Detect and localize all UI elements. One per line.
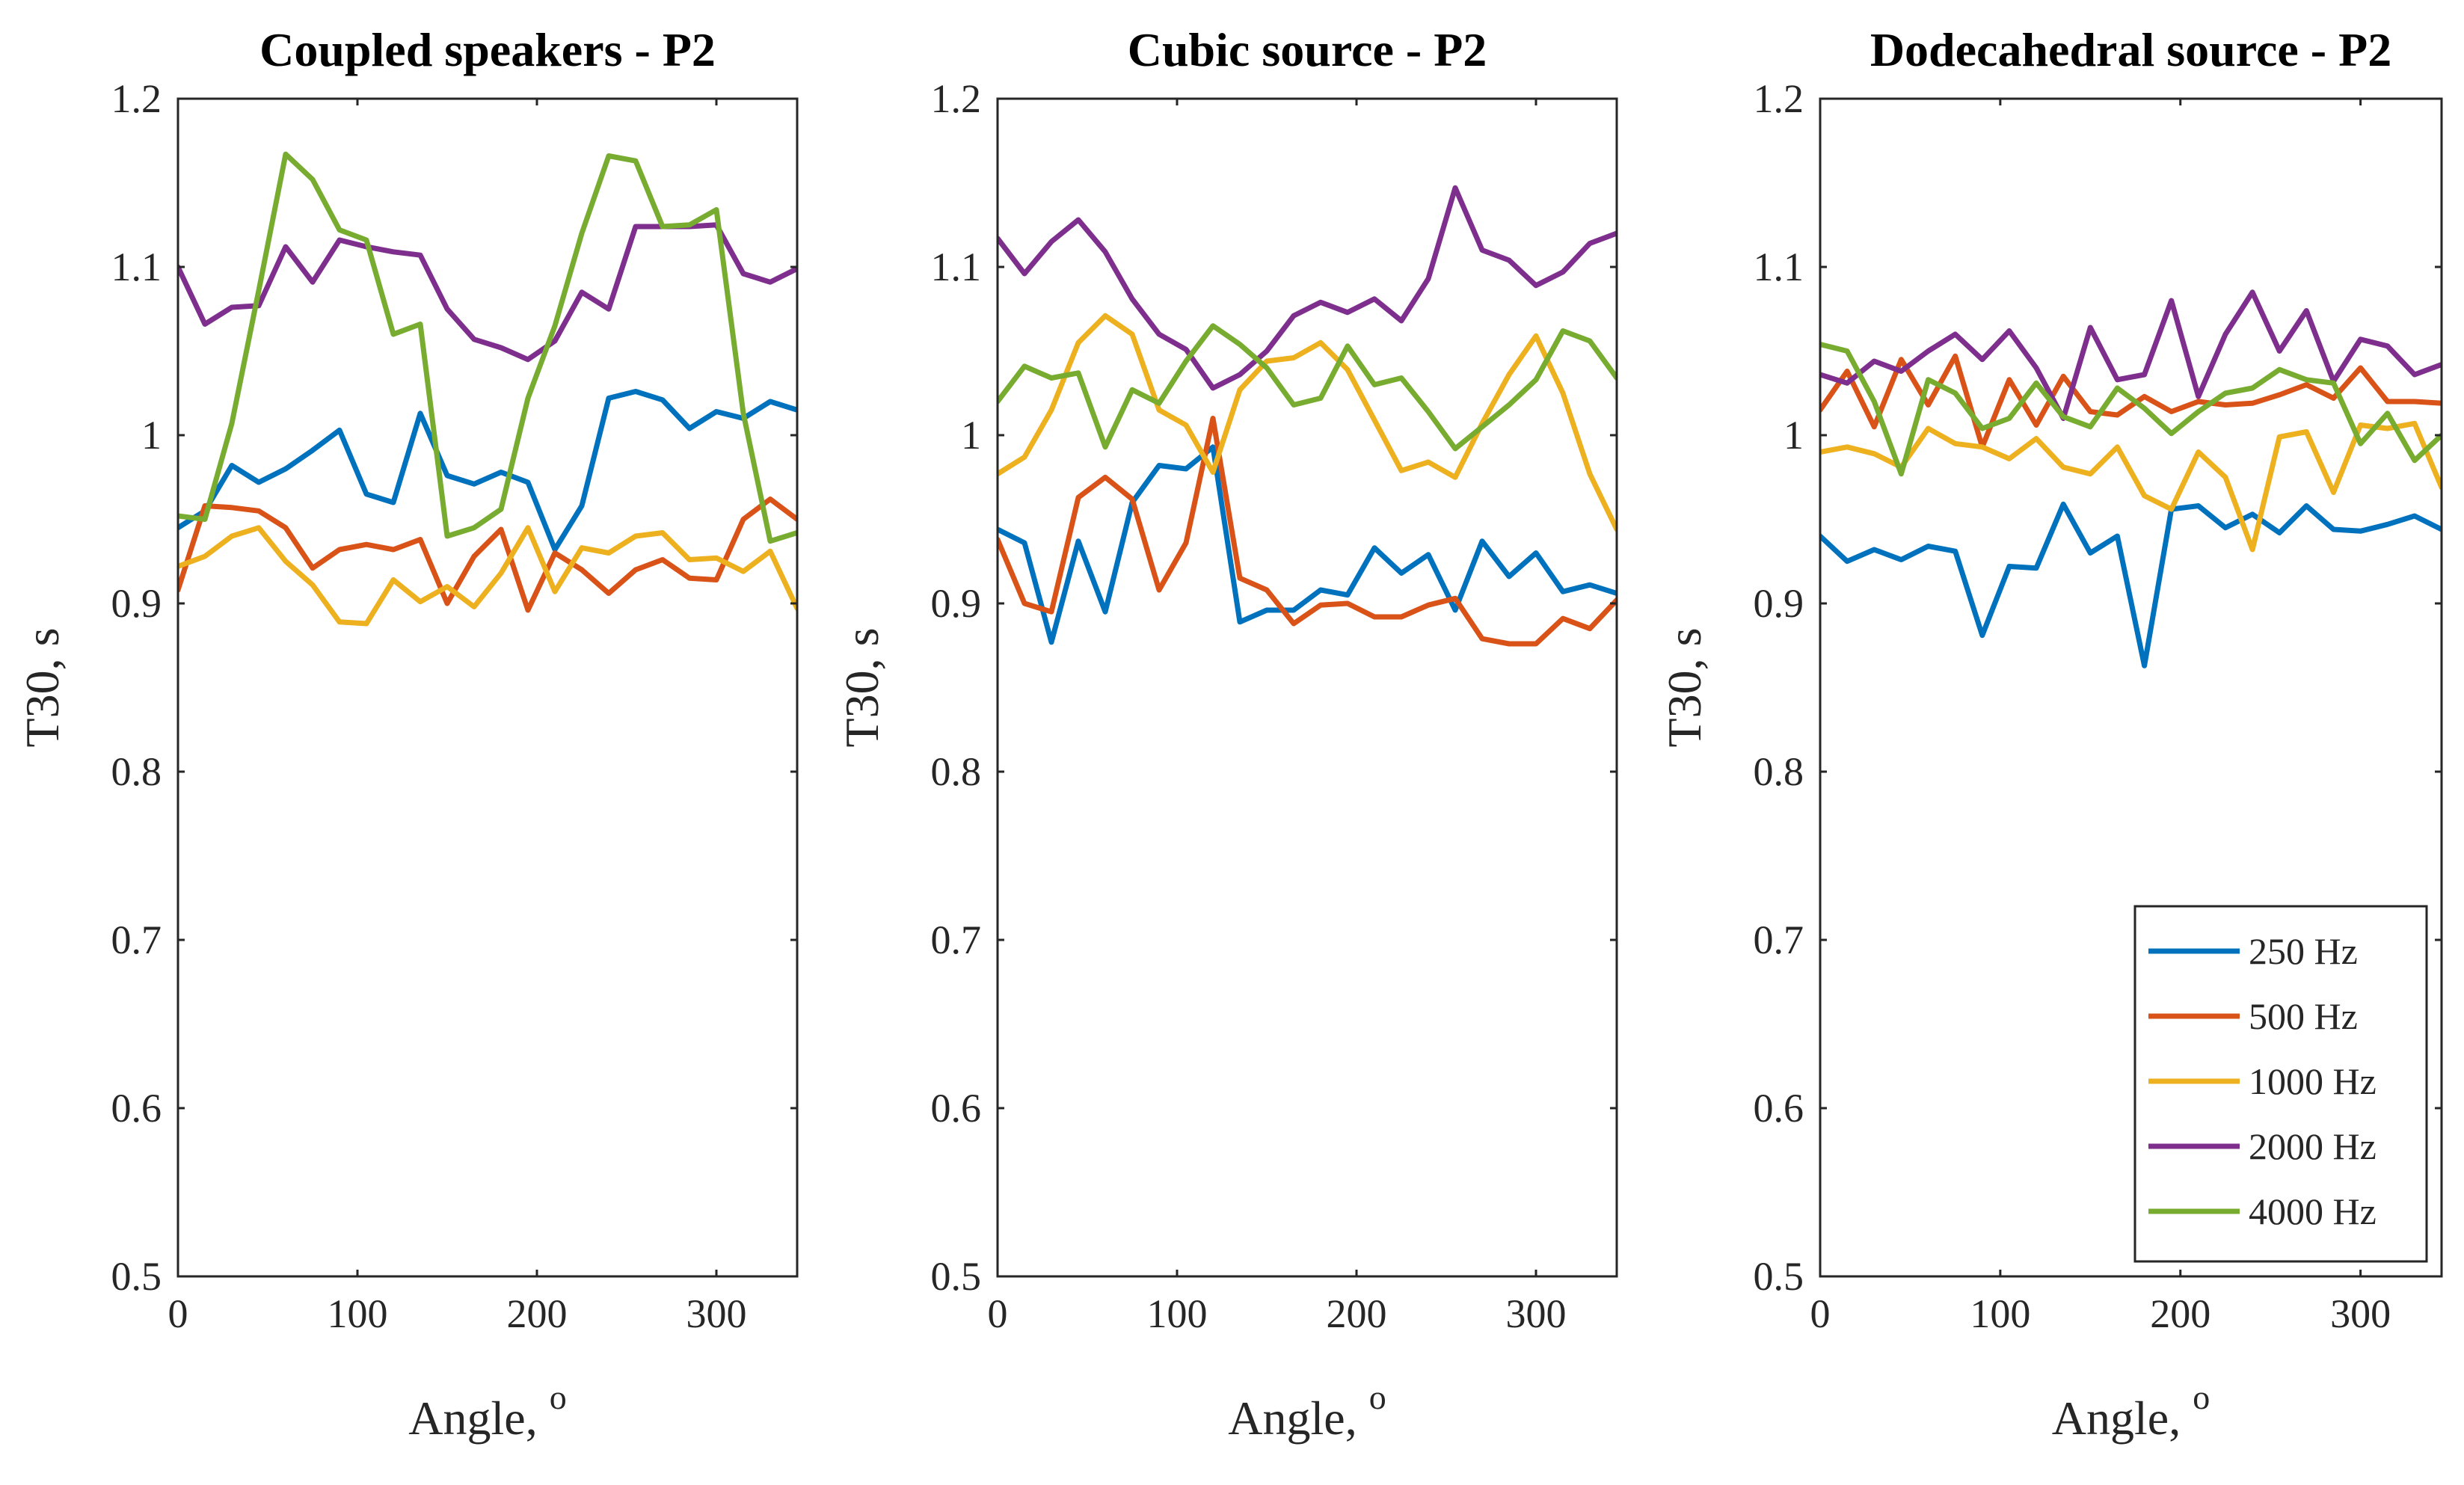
series-group: [998, 185, 1617, 647]
y-tick-label: 0.6: [931, 1086, 982, 1131]
legend-entry: 1000 Hz: [2249, 1060, 2377, 1102]
x-axis-label-text: Angle,: [408, 1392, 549, 1445]
y-tick-label: 1: [1784, 413, 1804, 458]
y-tick-label: 0.6: [111, 1086, 162, 1131]
x-axis-label-text: Angle,: [1228, 1392, 1368, 1445]
x-axis-label: Angle, o: [1228, 1378, 1386, 1445]
x-tick-label: 200: [1327, 1291, 1387, 1336]
series-line-1000-hz: [1820, 420, 2442, 553]
axes-box: [996, 97, 1618, 1278]
y-tick-label: 0.9: [931, 581, 982, 626]
y-axis-label: T30, s: [1658, 628, 1711, 748]
series-line-2000-hz: [1820, 289, 2442, 421]
axes-box: [1819, 97, 2443, 1278]
legend-entry: 250 Hz: [2249, 930, 2358, 972]
series-line-4000-hz: [998, 323, 1617, 452]
series-line-500-hz: [998, 416, 1617, 647]
series-group: [178, 151, 797, 627]
y-tick-label: 1.2: [931, 76, 982, 121]
y-tick-label: 1.1: [111, 245, 162, 289]
y-tick-label: 1.2: [111, 76, 162, 121]
y-tick-label: 0.9: [1754, 581, 1804, 626]
chart-panel-3: 0.5 0.6 0.7 0.8 0.9 1 1.1 1.2 0 100 200 300 Dodecahe…: [1658, 23, 2443, 1445]
y-tick-label: 0.8: [111, 749, 162, 794]
y-axis-label: T30, s: [835, 628, 888, 748]
axes-box: [176, 97, 799, 1278]
plot-area: [998, 99, 1617, 1276]
series-line-4000-hz: [178, 151, 797, 544]
x-tick-label: 200: [2150, 1291, 2210, 1336]
x-axis-label: Angle, o: [2052, 1378, 2210, 1445]
x-tick-label: 300: [686, 1291, 747, 1336]
series-line-1000-hz: [998, 313, 1617, 532]
y-tick-label: 1.2: [1754, 76, 1804, 121]
y-axis-label: T30, s: [16, 628, 69, 748]
x-tick-label: 200: [507, 1291, 568, 1336]
y-tick-label: 0.7: [1754, 917, 1804, 962]
y-tick-label: 1: [961, 413, 981, 458]
y-tick-label: 0.9: [111, 581, 162, 626]
series-group: [1820, 289, 2442, 668]
series-line-4000-hz: [1820, 342, 2442, 477]
legend-entry: 4000 Hz: [2249, 1190, 2377, 1232]
series-line-1000-hz: [178, 525, 797, 627]
legend: 250 Hz 500 Hz 1000 Hz 2000 Hz 4000 Hz: [2133, 905, 2428, 1263]
x-tick-label: 300: [1506, 1291, 1567, 1336]
x-axis-label-superscript: o: [550, 1378, 567, 1416]
series-line-250-hz: [1820, 501, 2442, 668]
x-axis-label: Angle, o: [408, 1378, 566, 1445]
x-axis-label-superscript: o: [2193, 1378, 2210, 1416]
chart-title: Cubic source - P2: [1128, 23, 1487, 76]
y-tick-label: 0.5: [111, 1254, 162, 1299]
y-tick-label: 1: [141, 413, 162, 458]
chart-panel-2: 0.5 0.6 0.7 0.8 0.9 1 1.1 1.2 0 100 200 300 Cubic so…: [835, 23, 1618, 1445]
plot-area: [178, 99, 797, 1276]
y-tick-label: 0.8: [1754, 749, 1804, 794]
x-tick-label: 0: [988, 1291, 1008, 1336]
y-tick-label: 0.6: [1754, 1086, 1804, 1131]
chart-title: Coupled speakers - P2: [259, 23, 716, 76]
legend-entry: 500 Hz: [2249, 995, 2358, 1037]
y-tick-label: 0.7: [931, 917, 982, 962]
y-tick-label: 1.1: [931, 245, 982, 289]
x-axis-label-text: Angle,: [2052, 1392, 2193, 1445]
series-line-250-hz: [178, 389, 797, 553]
series-line-500-hz: [178, 496, 797, 613]
x-tick-label: 0: [1810, 1291, 1831, 1336]
y-tick-label: 1.1: [1754, 245, 1804, 289]
series-line-2000-hz: [998, 185, 1617, 391]
x-tick-label: 0: [168, 1291, 188, 1336]
x-tick-label: 300: [2330, 1291, 2391, 1336]
legend-entry: 2000 Hz: [2249, 1125, 2377, 1167]
x-tick-label: 100: [328, 1291, 388, 1336]
series-line-2000-hz: [178, 222, 797, 363]
y-tick-label: 0.5: [931, 1254, 982, 1299]
y-tick-label: 0.8: [931, 749, 982, 794]
x-tick-label: 100: [1147, 1291, 1208, 1336]
chart-panel-1: 0.5 0.6 0.7 0.8 0.9 1 1.1 1.2 0 100 200 300 Coupled …: [16, 23, 799, 1445]
chart-title: Dodecahedral source - P2: [1870, 23, 2391, 76]
x-tick-label: 100: [1970, 1291, 2030, 1336]
series-line-250-hz: [998, 444, 1617, 645]
y-tick-label: 0.7: [111, 917, 162, 962]
y-tick-label: 0.5: [1754, 1254, 1804, 1299]
x-axis-label-superscript: o: [1369, 1378, 1386, 1416]
